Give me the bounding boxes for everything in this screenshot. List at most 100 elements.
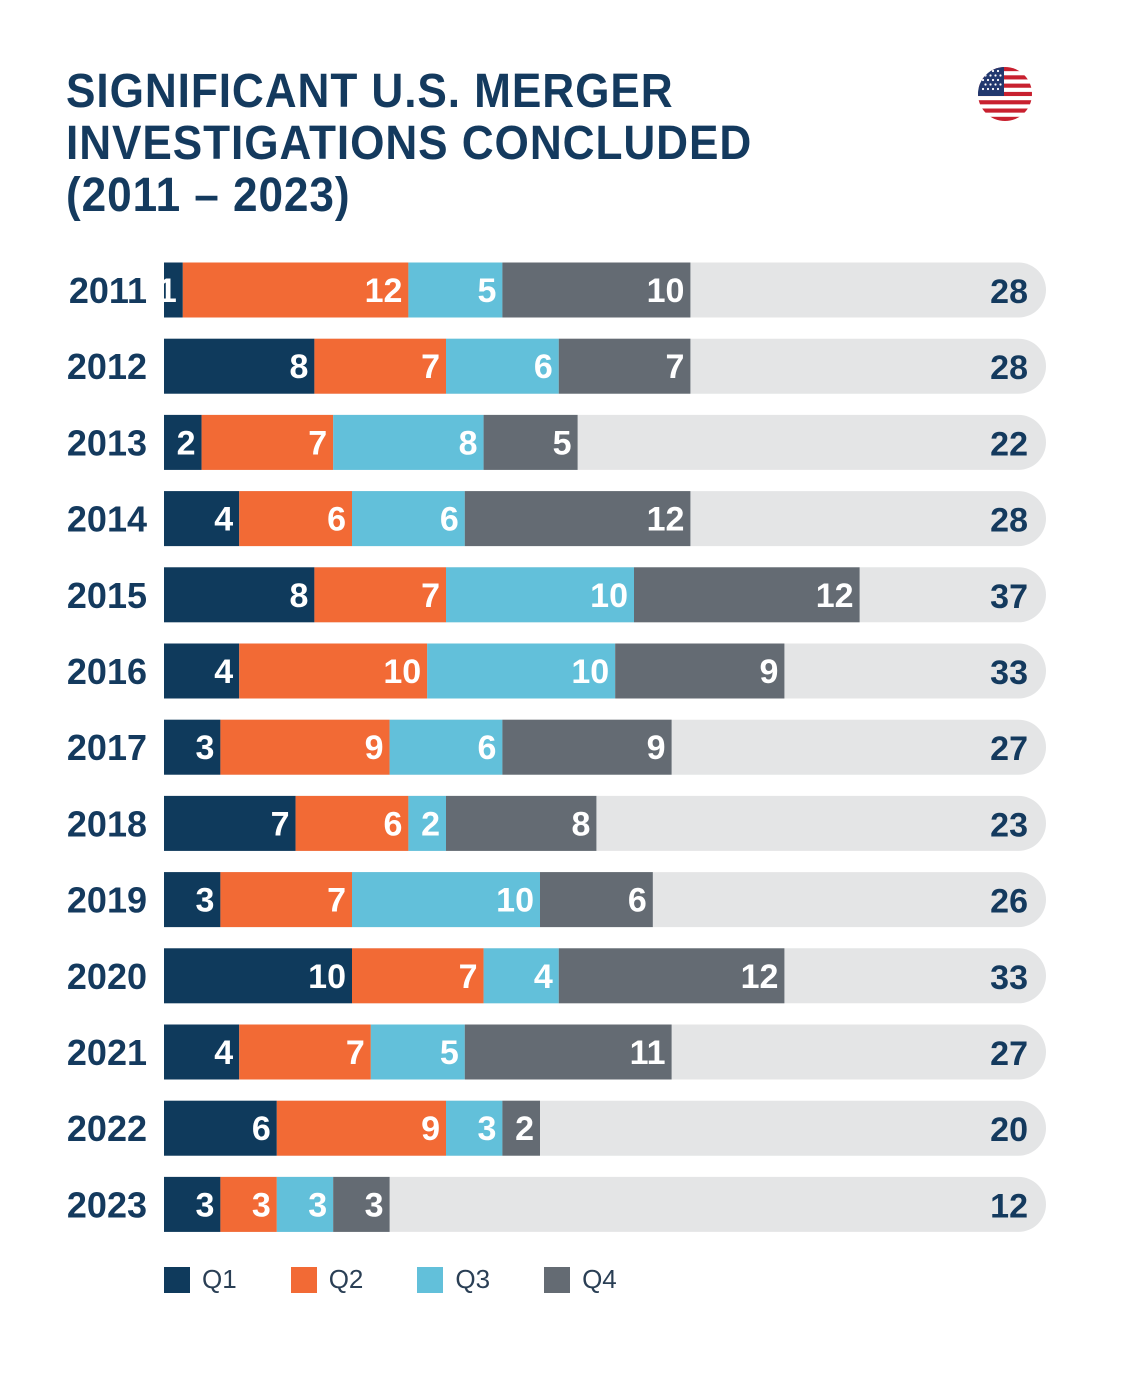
- bar-segment-2019-q3: [352, 872, 540, 928]
- segment-label-2019-q4: 6: [628, 882, 647, 920]
- total-label-2011: 28: [990, 273, 1028, 311]
- bar-segment-2019-q4: [540, 872, 653, 928]
- legend-swatch-q1: [164, 1266, 190, 1293]
- bar-segment-2022-q1: [164, 1100, 277, 1156]
- us-flag-icon: [978, 67, 1032, 121]
- segment-label-2018-q3: 2: [421, 805, 440, 843]
- segment-label-2022-q4: 2: [515, 1110, 534, 1148]
- bar-segment-2020-q3: [483, 948, 559, 1004]
- segment-label-2017-q2: 9: [365, 729, 384, 767]
- segment-label-2011-q3: 5: [477, 272, 496, 310]
- segment-label-2017-q1: 3: [195, 729, 214, 767]
- total-label-2022: 20: [990, 1111, 1028, 1149]
- segment-label-2023-q4: 3: [365, 1186, 384, 1224]
- legend-swatch-q3: [417, 1266, 444, 1293]
- year-label-2019: 2019: [67, 880, 147, 921]
- segment-label-2012-q3: 6: [534, 348, 553, 386]
- legend-item-q4: Q4: [544, 1264, 617, 1295]
- total-label-2013: 22: [990, 425, 1028, 463]
- legend-label-q2: Q2: [328, 1264, 364, 1294]
- legend-label-q3: Q3: [455, 1264, 491, 1294]
- bar-segment-2023-q2: [220, 1176, 277, 1232]
- segment-label-2015-q2: 7: [421, 577, 440, 615]
- bar-segment-2023-q4: [333, 1176, 390, 1232]
- total-label-2018: 23: [990, 806, 1028, 844]
- legend-label-q1: Q1: [202, 1264, 237, 1294]
- bar-segment-2016-q1: [164, 643, 240, 699]
- segment-label-2021-q2: 7: [346, 1034, 365, 1072]
- chart-legend: Q1 Q2 Q3 Q4: [164, 1264, 617, 1295]
- segment-label-2017-q4: 9: [647, 729, 666, 767]
- bar-segment-2017-q4: [502, 719, 672, 775]
- bar-segment-2011-q4: [502, 262, 691, 318]
- bar-row-2020: 2020 10 7 4 12 33: [67, 948, 1046, 1004]
- bar-segment-2018-q1: [164, 795, 296, 851]
- bar-row-2017: 2017 3 9 6 9 27: [67, 719, 1046, 775]
- bar-segment-2017-q3: [389, 719, 503, 775]
- bar-segment-2013-q4: [483, 414, 578, 470]
- segment-label-2023-q1: 3: [195, 1186, 214, 1224]
- segment-label-2020-q1: 10: [308, 958, 346, 996]
- bar-row-2016: 2016 4 10 10 9 33: [67, 643, 1046, 699]
- bar-segment-2014-q3: [352, 491, 465, 547]
- segment-label-2014-q3: 6: [440, 501, 459, 539]
- legend-item-q1: Q1: [164, 1264, 237, 1295]
- bar-segment-2014-q4: [464, 491, 691, 547]
- segment-label-2012-q4: 7: [665, 348, 684, 386]
- bar-segment-2017-q2: [220, 719, 390, 775]
- segment-label-2014-q2: 6: [327, 501, 346, 539]
- bar-segment-2015-q4: [634, 567, 860, 623]
- bar-row-2018: 2018 7 6 2 8 23: [67, 795, 1046, 851]
- bar-segment-2021-q4: [464, 1024, 672, 1080]
- segment-label-2015-q3: 10: [590, 577, 628, 615]
- bar-row-2019: 2019 3 7 10 6 26: [67, 872, 1046, 928]
- segment-label-2013-q2: 7: [308, 424, 327, 462]
- segment-label-2022-q2: 9: [421, 1110, 440, 1148]
- segment-label-2011-q2: 12: [365, 272, 403, 310]
- bar-segment-2016-q2: [239, 643, 428, 699]
- year-label-2015: 2015: [67, 575, 147, 616]
- segment-label-2020-q4: 12: [741, 958, 779, 996]
- bar-segment-2015-q1: [164, 567, 315, 623]
- segment-label-2019-q2: 7: [327, 882, 346, 920]
- bar-segment-2020-q1: [164, 948, 352, 1004]
- bar-row-2022: 2022 6 9 3 2 20: [67, 1100, 1046, 1156]
- year-label-2014: 2014: [67, 499, 147, 540]
- segment-label-2013-q4: 5: [553, 424, 572, 462]
- segment-label-2015-q4: 12: [816, 577, 854, 615]
- segment-label-2020-q2: 7: [459, 958, 478, 996]
- bar-row-2014: 2014 4 6 6 12 28: [67, 491, 1046, 547]
- segment-label-2011-q1: 1: [158, 272, 177, 310]
- bar-segment-2011-q2: [182, 262, 409, 318]
- bar-segment-2019-q2: [220, 872, 352, 928]
- bar-row-2012: 2012 8 7 6 7 28: [67, 338, 1046, 394]
- bar-segment-2021-q3: [370, 1024, 465, 1080]
- segment-label-2016-q3: 10: [571, 653, 609, 691]
- bar-segment-2015-q2: [314, 567, 446, 623]
- legend-label-q4: Q4: [582, 1264, 617, 1294]
- bar-segment-2022-q4: [502, 1100, 540, 1156]
- segment-label-2018-q4: 8: [571, 805, 590, 843]
- bar-segment-2012-q1: [164, 338, 315, 394]
- bar-segment-2013-q3: [333, 414, 484, 470]
- chart-title-line-2: INVESTIGATIONS CONCLUDED: [66, 117, 753, 170]
- segment-label-2020-q3: 4: [534, 958, 553, 996]
- segment-label-2022-q1: 6: [252, 1110, 271, 1148]
- segment-label-2013-q1: 2: [177, 424, 196, 462]
- segment-label-2021-q4: 11: [630, 1034, 666, 1072]
- bar-segment-2016-q3: [427, 643, 616, 699]
- segment-label-2016-q4: 9: [759, 653, 778, 691]
- bar-segment-2013-q2: [201, 414, 334, 470]
- legend-swatch-q2: [290, 1266, 317, 1293]
- bar-segment-2014-q1: [164, 491, 240, 547]
- year-label-2012: 2012: [67, 346, 147, 387]
- legend-swatch-q4: [544, 1266, 571, 1293]
- total-label-2016: 33: [990, 654, 1028, 692]
- total-label-2020: 33: [990, 959, 1028, 997]
- total-label-2015: 37: [990, 578, 1028, 616]
- bar-segment-2013-q1: [164, 414, 202, 470]
- segment-label-2016-q1: 4: [214, 653, 233, 691]
- segment-label-2019-q1: 3: [195, 882, 214, 920]
- bar-segment-2014-q2: [239, 491, 352, 547]
